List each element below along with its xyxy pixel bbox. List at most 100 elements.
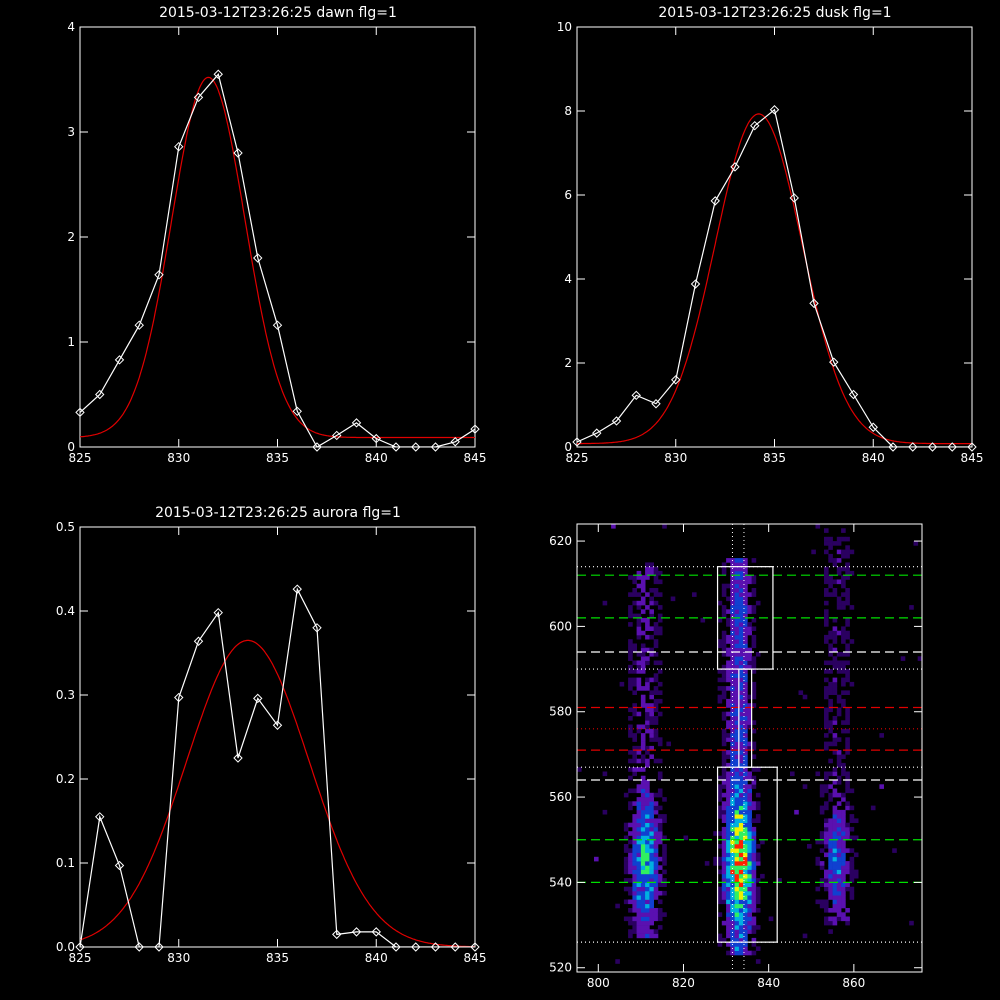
- spectrogram-cell: [755, 856, 761, 862]
- spectrogram-cell: [836, 818, 842, 823]
- spectrogram-cell: [841, 592, 846, 597]
- spectrogram-cell: [730, 596, 735, 602]
- spectrogram-cell: [841, 639, 846, 644]
- spectrogram-cell: [653, 643, 659, 649]
- spectrogram-cell: [841, 844, 846, 849]
- spectrogram-cell: [832, 814, 838, 819]
- spectrogram-cell: [832, 916, 838, 922]
- spectrogram-cell: [726, 869, 731, 875]
- spectrogram-cell: [845, 575, 850, 580]
- spectrogram-cell: [738, 826, 744, 832]
- spectrogram-cell: [747, 664, 752, 670]
- spectrogram-cell: [747, 660, 752, 666]
- spectrogram-cell: [632, 592, 637, 597]
- spectrogram-cell: [640, 754, 646, 759]
- spectrogram-cell: [738, 733, 744, 738]
- spectrogram-cell: [636, 711, 642, 717]
- spectrogram-cell: [845, 788, 850, 794]
- spectrogram-cell: [751, 686, 757, 691]
- dusk-data-point: [750, 120, 760, 131]
- spectrogram-cell: [662, 852, 667, 858]
- spectrogram-cell: [657, 737, 663, 742]
- spectrogram-cell: [640, 596, 646, 602]
- spectrogram-cell: [657, 835, 663, 841]
- spectrogram-cell: [640, 831, 646, 836]
- spectrogram-cell: [841, 583, 846, 589]
- spectrogram-cell: [636, 929, 642, 934]
- spectrogram-cell: [645, 566, 650, 572]
- spectrogram-cell: [841, 899, 846, 905]
- spectrogram-cell: [738, 767, 744, 772]
- spectrogram-cell: [743, 605, 748, 610]
- dawn-data-point: [351, 418, 362, 428]
- spectrogram-cell: [802, 933, 808, 939]
- spectrogram-cell: [836, 737, 842, 742]
- spectrogram-cell: [849, 835, 855, 841]
- dawn-data-point: [193, 92, 204, 103]
- spectrogram-cell: [657, 660, 663, 666]
- spectrogram-cell: [623, 844, 629, 849]
- spectrogram-cell: [845, 805, 850, 811]
- spectrogram-cell: [747, 899, 752, 905]
- spectrogram-cell: [734, 690, 740, 695]
- spectrogram-cell: [730, 831, 735, 836]
- spectrogram-cell: [751, 835, 757, 841]
- dawn-data-point: [371, 433, 381, 444]
- spectrogram-cell: [738, 703, 744, 708]
- spectrogram-cell: [649, 809, 654, 815]
- spectrogram-cell: [730, 643, 735, 649]
- spectrogram-cell: [751, 784, 757, 789]
- aurora-y-tick-label: 0.0: [56, 940, 75, 954]
- spectrogram-cell: [836, 792, 842, 798]
- spectrogram-cell: [738, 562, 744, 567]
- spectrogram-cell: [738, 758, 744, 764]
- spectrogram-cell: [747, 647, 752, 653]
- spectrogram-cell: [824, 677, 829, 683]
- spectrogram-cell: [845, 916, 850, 922]
- spectrogram-cell: [743, 652, 748, 657]
- spectrogram-cell: [824, 886, 829, 892]
- spectrogram-cell: [645, 831, 650, 836]
- spectrogram-cell: [636, 861, 642, 866]
- spectrogram-cell: [845, 643, 850, 649]
- spectrogram-cell: [845, 622, 850, 627]
- spectrogram-cell: [751, 664, 757, 670]
- spectrogram-cell: [649, 890, 654, 896]
- spectrogram-cell: [755, 805, 761, 811]
- spectrogram-cell: [649, 609, 654, 614]
- spectrogram-cell: [738, 575, 744, 580]
- spectrogram-cell: [832, 780, 838, 785]
- spectrogram-cell: [636, 686, 642, 691]
- spectrogram-cell: [636, 617, 642, 623]
- spectrogram-cell: [828, 545, 833, 550]
- spectrogram-cell: [636, 745, 642, 751]
- spectrogram-cell: [726, 882, 731, 887]
- spectrogram-cell: [734, 562, 740, 567]
- spectrogram-cell: [824, 613, 829, 619]
- spectrogram-cell: [632, 844, 637, 849]
- spectrogram-cell: [632, 745, 637, 751]
- spectrogram-cell: [721, 562, 727, 567]
- spectrogram-cell: [828, 771, 833, 777]
- spectrogram-cell: [649, 818, 654, 823]
- spectrogram-cell: [726, 920, 731, 926]
- spectrogram-cell: [824, 818, 829, 823]
- spectrogram-cell: [636, 835, 642, 841]
- spectrogram-cell: [849, 865, 855, 870]
- spectrogram-cell: [836, 916, 842, 922]
- spectrogram-cell: [738, 677, 744, 683]
- spectrogram-cell: [832, 818, 838, 823]
- spectrogram-cell: [832, 737, 838, 742]
- spectrogram-cell: [747, 826, 752, 832]
- spectrogram-cell: [832, 835, 838, 841]
- spectrogram-cell: [645, 797, 650, 802]
- spectrogram-cell: [734, 826, 740, 832]
- spectrogram-cell: [849, 549, 855, 555]
- spectrogram-cell: [841, 566, 846, 572]
- spectrogram-cell: [836, 899, 842, 905]
- spectrogram-cell: [734, 908, 740, 913]
- spectrogram-cell: [828, 698, 833, 704]
- spectrogram-cell: [751, 908, 757, 913]
- spectrogram-cell: [734, 724, 740, 730]
- spectrogram-cell: [738, 698, 744, 704]
